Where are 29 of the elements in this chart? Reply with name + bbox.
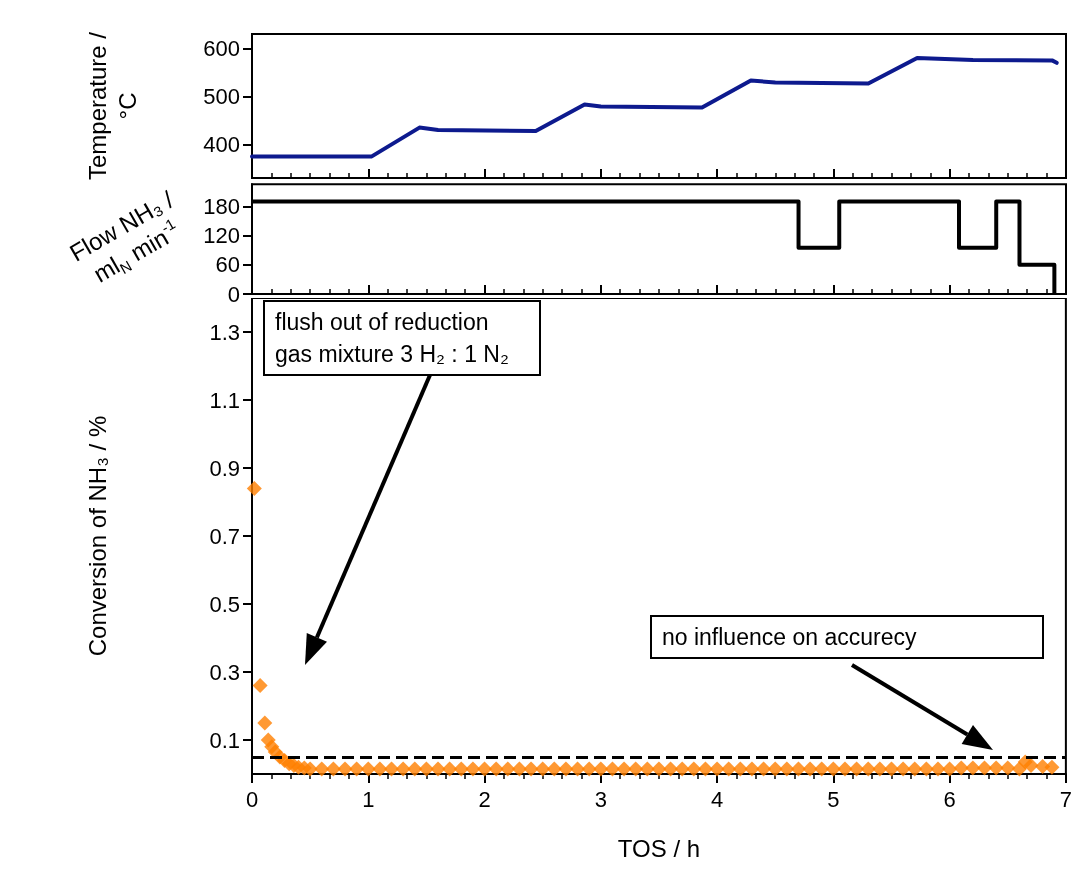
y-tick-label: 0.9 [209, 455, 240, 481]
x-tick-label: 1 [362, 786, 375, 812]
y-tick-label: 0.1 [209, 727, 240, 753]
y-tick-label: 1.3 [209, 319, 240, 345]
y-tick-label: 120 [203, 223, 240, 249]
y-tick-label: 400 [203, 131, 240, 157]
y-tick-label: 600 [203, 35, 240, 61]
y-axis-title: Temperature / °C [83, 31, 141, 181]
y-tick-label: 500 [203, 83, 240, 109]
x-tick-label: 0 [245, 786, 259, 812]
x-tick-label: 3 [594, 786, 607, 812]
x-tick-label: 2 [478, 786, 491, 812]
y-axis-title: Flow NH₃ / mlN min-1 [64, 185, 179, 288]
x-tick-label: 6 [943, 786, 956, 812]
x-tick-label: 7 [1059, 786, 1073, 812]
annotation: no influence on accurecy [650, 615, 1044, 659]
line-series [250, 56, 1059, 159]
annotation: flush out of reduction gas mixture 3 H₂ : 1 N₂ [263, 300, 541, 376]
x-tick-label: 4 [710, 786, 724, 812]
y-tick-label: 0 [227, 281, 240, 307]
y-tick-label: 180 [203, 193, 240, 219]
x-tick-label: 5 [827, 786, 840, 812]
y-tick-label: 0.5 [209, 591, 240, 617]
y-tick-label: 1.1 [209, 387, 240, 413]
y-axis-title: Conversion of NH₃ / % [83, 415, 111, 657]
y-tick-label: 60 [215, 252, 240, 278]
y-tick-label: 0.7 [209, 523, 240, 549]
y-tick-label: 0.3 [209, 659, 240, 685]
x-axis-title: TOS / h [617, 834, 701, 862]
